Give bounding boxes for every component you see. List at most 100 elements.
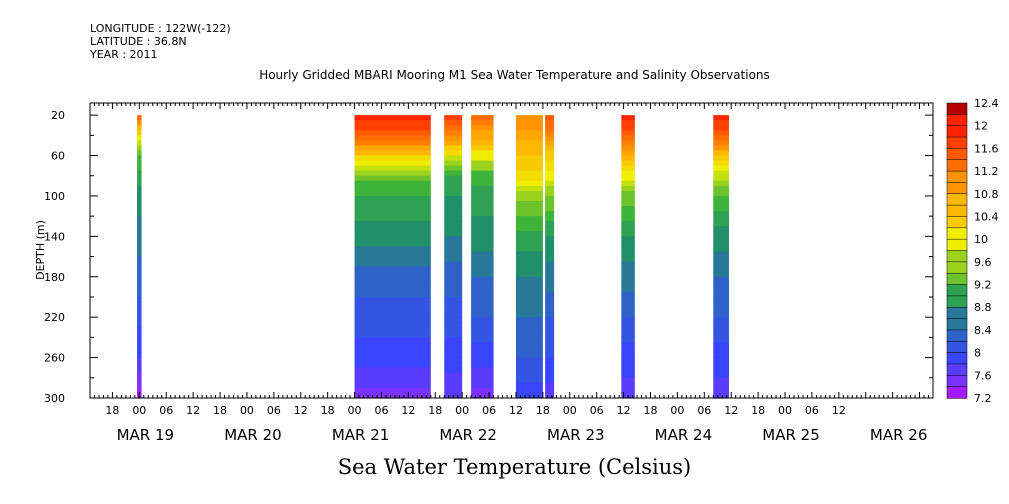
colorbar-bin — [946, 363, 968, 376]
temperature-cell — [515, 362, 543, 369]
temperature-cell — [471, 150, 494, 157]
temperature-cell — [137, 266, 142, 273]
temperature-cell — [545, 236, 555, 243]
x-hour-label: 12 — [401, 404, 415, 417]
temperature-cell — [515, 327, 543, 333]
temperature-cell — [515, 322, 543, 328]
temperature-cell — [713, 261, 729, 268]
temperature-cell — [713, 342, 729, 349]
temperature-cell — [444, 271, 463, 278]
temperature-cell — [444, 291, 463, 298]
temperature-cell — [713, 145, 729, 152]
temperature-cell — [354, 327, 431, 333]
temperature-cell — [354, 185, 431, 192]
temperature-cell — [354, 261, 431, 268]
temperature-cell — [515, 271, 543, 278]
temperature-cell — [621, 140, 635, 147]
temperature-cell — [471, 211, 494, 217]
temperature-cell — [354, 266, 431, 273]
temperature-cell — [471, 332, 494, 338]
temperature-cell — [621, 317, 635, 323]
temperature-cell — [621, 231, 635, 237]
temperature-cell — [515, 231, 543, 237]
temperature-cell — [545, 286, 555, 293]
temperature-cell — [471, 221, 494, 227]
temperature-cell — [444, 347, 463, 354]
temperature-cell — [545, 387, 555, 394]
temperature-cell — [545, 246, 555, 253]
temperature-cell — [354, 155, 431, 162]
temperature-cell — [515, 165, 543, 172]
colorbar-label: 9.6 — [974, 256, 992, 269]
temperature-cell — [354, 251, 431, 258]
temperature-cell — [471, 115, 494, 121]
colorbar-legend: 12.4 12 11.6 11.2 10.8 10.4 10 9.6 9.2 8.8 8.4 8 7.6… — [946, 97, 999, 405]
temperature-cell — [545, 367, 555, 374]
temperature-cell — [713, 165, 729, 172]
temperature-cell — [354, 135, 431, 141]
temperature-cell — [621, 357, 635, 364]
temperature-cell — [471, 175, 494, 182]
temperature-cell — [471, 276, 494, 283]
temperature-cell — [545, 221, 555, 227]
temperature-cell — [137, 261, 142, 268]
temperature-cell — [713, 125, 729, 131]
temperature-cell — [444, 367, 463, 374]
temperature-cell — [713, 372, 729, 379]
temperature-cell — [713, 327, 729, 333]
temperature-cell — [621, 266, 635, 273]
colorbar-label: 7.6 — [974, 369, 992, 382]
temperature-cell — [515, 216, 543, 222]
temperature-cell — [621, 160, 635, 167]
temperature-cell — [515, 291, 543, 298]
temperature-cell — [515, 281, 543, 288]
temperature-cell — [444, 125, 463, 131]
temperature-cell — [545, 317, 555, 323]
data-segment — [444, 115, 463, 399]
temperature-cell — [137, 296, 142, 303]
temperature-cell — [515, 140, 543, 147]
temperature-cell — [354, 150, 431, 157]
x-hour-label: 00 — [670, 404, 684, 417]
temperature-cell — [515, 332, 543, 338]
temperature-cell — [471, 135, 494, 141]
temperature-cell — [713, 296, 729, 303]
x-date-label: MAR 22 — [439, 426, 496, 444]
temperature-cell — [621, 251, 635, 258]
temperature-cell — [354, 382, 431, 389]
temperature-cell — [137, 155, 142, 162]
x-hour-label: 12 — [509, 404, 523, 417]
temperature-cell — [137, 180, 142, 187]
temperature-cell — [471, 120, 494, 126]
temperature-cell — [545, 201, 555, 207]
temperature-cell — [545, 120, 555, 126]
temperature-cell — [713, 352, 729, 359]
temperature-cell — [444, 211, 463, 217]
temperature-cell — [137, 165, 142, 172]
temperature-cell — [621, 347, 635, 354]
temperature-cell — [444, 206, 463, 212]
temperature-cell — [545, 180, 555, 187]
temperature-cell — [713, 155, 729, 162]
colorbar-bin — [946, 261, 968, 274]
temperature-cell — [354, 130, 431, 136]
temperature-cell — [471, 342, 494, 349]
temperature-cell — [444, 377, 463, 384]
temperature-cell — [621, 195, 635, 202]
temperature-cell — [471, 322, 494, 328]
temperature-cell — [471, 377, 494, 384]
x-date-label: MAR 21 — [332, 426, 389, 444]
temperature-cell — [137, 256, 142, 263]
temperature-cell — [545, 357, 555, 364]
temperature-cell — [137, 352, 142, 359]
temperature-cell — [713, 251, 729, 258]
temperature-cell — [137, 130, 142, 136]
temperature-cell — [137, 317, 142, 323]
temperature-cell — [545, 352, 555, 359]
temperature-cell — [137, 332, 142, 338]
temperature-cell — [137, 236, 142, 243]
temperature-cell — [137, 226, 142, 232]
temperature-cell — [354, 357, 431, 364]
temperature-cell — [545, 362, 555, 369]
